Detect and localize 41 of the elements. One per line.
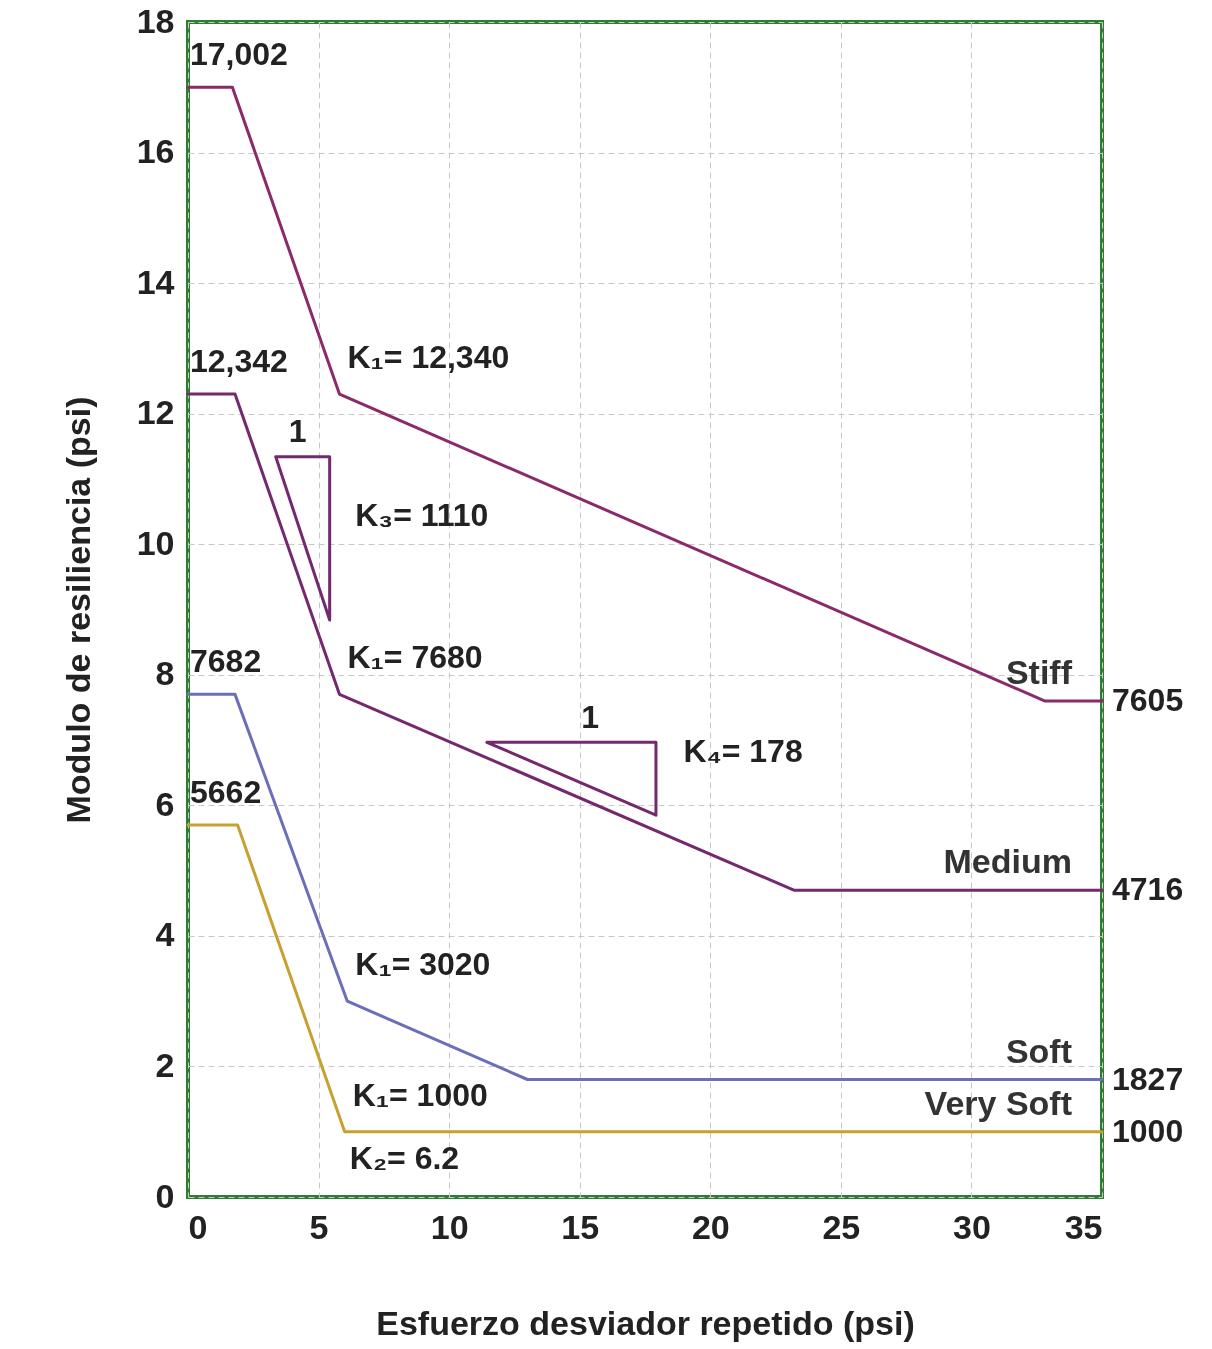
y-tick-label: 12 bbox=[136, 393, 175, 432]
series-label: Medium bbox=[943, 842, 1072, 881]
annotation: 1 bbox=[288, 413, 307, 450]
annotation: 4716 bbox=[1112, 871, 1184, 908]
annotation: K₃= 1110 bbox=[355, 496, 489, 533]
y-tick-label: 6 bbox=[155, 784, 175, 823]
annotation: K₁= 12,340 bbox=[347, 339, 510, 376]
x-tick-label: 10 bbox=[430, 1207, 469, 1246]
annotation: 5662 bbox=[190, 773, 262, 810]
y-tick-label: 8 bbox=[155, 654, 175, 693]
x-tick-label: 30 bbox=[953, 1207, 991, 1246]
annotation: 1827 bbox=[1112, 1060, 1184, 1097]
annotation: 1000 bbox=[1112, 1112, 1184, 1149]
annotation: 7605 bbox=[1112, 681, 1184, 718]
y-tick-label: 2 bbox=[155, 1045, 175, 1084]
series-label: Stiff bbox=[1005, 652, 1073, 691]
annotation: K₄= 178 bbox=[683, 732, 803, 769]
y-tick-label: 16 bbox=[136, 132, 175, 171]
annotation: 7682 bbox=[190, 643, 262, 680]
x-tick-label: 0 bbox=[188, 1207, 208, 1246]
y-tick-label: 14 bbox=[136, 262, 175, 301]
x-tick-label: 15 bbox=[561, 1207, 600, 1246]
x-tick-label: 5 bbox=[309, 1207, 329, 1246]
annotation: 1 bbox=[581, 698, 600, 735]
annotation: K₁= 3020 bbox=[355, 946, 491, 983]
y-tick-label: 0 bbox=[155, 1176, 175, 1215]
annotation: K₂= 6.2 bbox=[349, 1140, 460, 1177]
y-tick-label: 10 bbox=[136, 523, 175, 562]
annotation: 12,342 bbox=[190, 343, 288, 380]
y-axis-title: Modulo de resiliencia (psi) bbox=[58, 396, 97, 824]
series-label: Soft bbox=[1005, 1031, 1072, 1070]
x-tick-label: 35 bbox=[1064, 1207, 1103, 1246]
annotation: 17,002 bbox=[190, 36, 288, 73]
y-tick-label: 18 bbox=[136, 1, 175, 40]
annotation: K₁= 1000 bbox=[352, 1076, 488, 1113]
annotation: K₁= 7680 bbox=[347, 639, 483, 676]
x-tick-label: 25 bbox=[822, 1207, 861, 1246]
y-tick-label: 4 bbox=[155, 915, 175, 954]
series-label: Very Soft bbox=[924, 1083, 1072, 1122]
x-tick-label: 20 bbox=[691, 1207, 730, 1246]
x-axis-title: Esfuerzo desviador repetido (psi) bbox=[376, 1303, 915, 1342]
